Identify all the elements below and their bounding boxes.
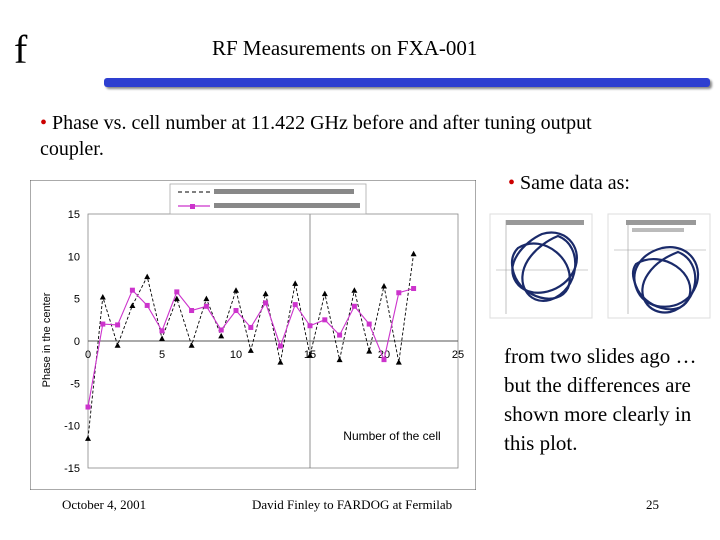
x-tick-label: 5 [159, 349, 165, 361]
bullet-text: Phase vs. cell number at 11.422 GHz befo… [40, 112, 592, 160]
y-tick-label: -10 [64, 421, 80, 433]
data-point [114, 342, 121, 348]
data-point [307, 323, 313, 329]
data-point [159, 328, 165, 334]
data-point [396, 290, 402, 296]
data-point [85, 435, 91, 441]
y-tick-label: -15 [64, 463, 80, 475]
data-point [144, 273, 151, 280]
data-point [159, 335, 165, 341]
y-tick-label: 15 [68, 209, 80, 221]
company-logo: f [14, 27, 28, 72]
data-point [336, 356, 343, 363]
data-point [321, 290, 328, 297]
thumbnail-right [607, 213, 711, 319]
bullet-marker: • [40, 112, 48, 134]
bullet-marker: • [508, 172, 516, 194]
data-point [262, 290, 269, 297]
thumbnail-left [489, 213, 593, 319]
data-point [233, 287, 239, 293]
data-point [277, 343, 283, 349]
legend-label-after [214, 203, 360, 208]
data-point [366, 321, 372, 327]
data-point [263, 300, 269, 306]
chart-legend [169, 183, 367, 215]
data-point [173, 295, 180, 302]
data-point [218, 327, 224, 333]
x-axis-label: Number of the cell [343, 429, 440, 443]
footer-date: October 4, 2001 [62, 497, 147, 512]
y-tick-label: -5 [70, 378, 80, 390]
data-point [292, 302, 298, 308]
data-point [248, 324, 254, 330]
bullet-same-data: • Same data as: [508, 172, 630, 195]
comparison-note: from two slides ago … but the difference… [504, 344, 697, 455]
data-point [85, 404, 91, 410]
y-tick-label: 5 [74, 294, 80, 306]
data-point [307, 352, 313, 358]
data-point [411, 286, 417, 292]
data-point [115, 322, 121, 328]
data-point [189, 308, 195, 314]
data-point [203, 303, 209, 309]
data-point [174, 289, 180, 295]
x-tick-label: 10 [230, 349, 242, 361]
x-tick-label: 25 [452, 349, 464, 361]
data-point [129, 302, 136, 308]
slide-title: RF Measurements on FXA-001 [212, 36, 478, 60]
y-tick-label: 0 [74, 336, 80, 348]
footer-author: David Finley to FARDOG at Fermilab [252, 497, 453, 512]
legend-label-before [214, 189, 354, 194]
data-point [395, 359, 402, 365]
data-point [366, 348, 373, 354]
title-underline-bar [104, 78, 710, 87]
data-point [381, 282, 387, 289]
x-tick-label: 0 [85, 349, 91, 361]
data-point [129, 287, 135, 293]
data-point [351, 287, 358, 293]
data-point [381, 357, 387, 363]
data-point [247, 347, 254, 353]
data-point [144, 302, 150, 308]
data-point [188, 342, 195, 348]
y-tick-label: 10 [68, 251, 80, 263]
data-point [322, 317, 328, 323]
data-point [410, 250, 417, 257]
page-number: 25 [646, 497, 659, 512]
data-point [100, 321, 106, 327]
data-point [292, 280, 299, 286]
bullet-phase-description: • Phase vs. cell number at 11.422 GHz be… [40, 110, 600, 162]
bullet-text: Same data as: [520, 172, 630, 194]
data-point [277, 359, 284, 365]
data-point [203, 295, 210, 302]
data-point [218, 332, 225, 339]
series-after [85, 286, 417, 410]
data-point [233, 308, 239, 314]
data-point [337, 332, 343, 338]
earlier-plots-thumbnails [488, 212, 712, 320]
data-point [351, 303, 357, 309]
series-before [85, 250, 417, 441]
y-axis-label: Phase in the center [41, 292, 53, 387]
data-point [99, 293, 106, 300]
